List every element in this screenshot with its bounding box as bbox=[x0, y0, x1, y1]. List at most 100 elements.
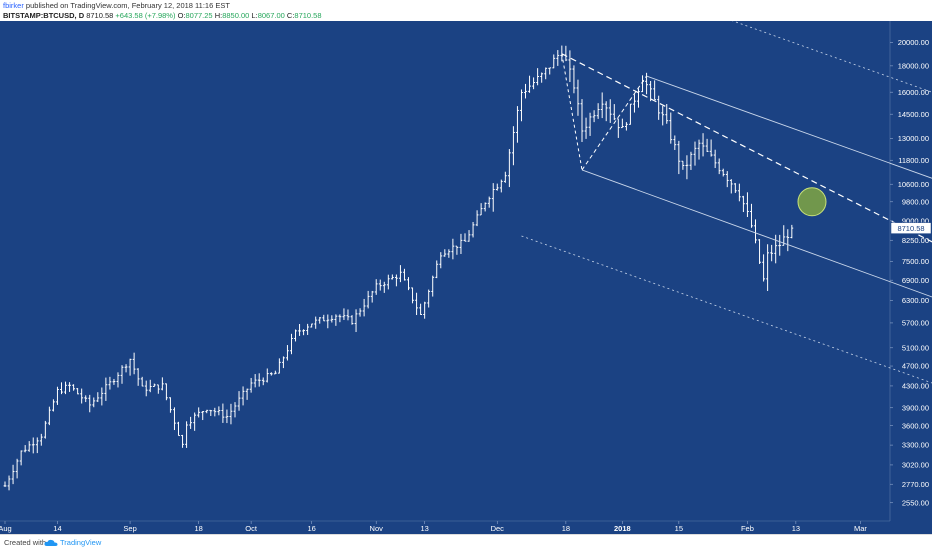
open-label: O: bbox=[177, 11, 186, 20]
ohlc-bar bbox=[503, 171, 507, 183]
ohlc-bar bbox=[701, 133, 705, 157]
ohlc-bar bbox=[790, 224, 794, 239]
ohlc-bar bbox=[346, 309, 350, 321]
time-ticks: Aug 14 Sep 18 Oct 16 Nov 13 Dec 18 2018 15 Feb 13 Mar bbox=[0, 521, 867, 533]
ohlc-bar bbox=[705, 138, 709, 152]
time-tick-label: 14 bbox=[53, 524, 61, 533]
ohlc-bar bbox=[669, 112, 673, 144]
ohlc-bar bbox=[342, 308, 346, 321]
ohlc-bar bbox=[152, 383, 156, 387]
ohlc-bar bbox=[697, 139, 701, 160]
ohlc-bar bbox=[273, 370, 277, 375]
ohlc-bar bbox=[467, 230, 471, 242]
tradingview-brand[interactable]: TradingView bbox=[60, 538, 102, 547]
ohlc-bar bbox=[302, 329, 305, 336]
ohlc-bar bbox=[104, 377, 108, 401]
time-tick-label: 13 bbox=[792, 524, 800, 533]
ohlc-bar bbox=[435, 260, 439, 279]
price-tick-label: 11800.00 bbox=[898, 156, 929, 165]
ohlc-bar bbox=[709, 139, 713, 157]
ohlc-bar bbox=[520, 89, 523, 122]
ohlc-bar bbox=[604, 101, 608, 122]
ohlc-bar bbox=[491, 183, 495, 212]
ohlc-bar bbox=[431, 275, 435, 297]
ohlc-bar bbox=[27, 441, 31, 452]
chart-area[interactable]: 20000.00 18000.00 16000.00 14500.00 13000.00… bbox=[0, 21, 932, 534]
symbol-label[interactable]: BITSTAMP:BTCUSD, D bbox=[3, 11, 85, 20]
circle-annotation[interactable] bbox=[797, 187, 827, 217]
ohlc-bar bbox=[52, 399, 55, 412]
ohlc-bar bbox=[725, 171, 729, 188]
time-tick-label: Nov bbox=[370, 524, 384, 533]
ohlc-bar bbox=[362, 298, 366, 317]
ohlc-bar bbox=[443, 249, 447, 257]
ohlc-bar bbox=[475, 210, 479, 227]
time-tick-label: 15 bbox=[675, 524, 683, 533]
ohlc-bar bbox=[261, 377, 265, 386]
ohlc-bar bbox=[568, 50, 572, 83]
price-axis[interactable] bbox=[890, 21, 932, 521]
ohlc-bar bbox=[265, 368, 269, 383]
ohlc-bar bbox=[3, 481, 7, 487]
ohlc-bar bbox=[637, 88, 640, 108]
ohlc-bar bbox=[677, 140, 681, 175]
ohlc-bar bbox=[742, 195, 745, 213]
ohlc-bar bbox=[750, 203, 753, 228]
ohlc-bar bbox=[76, 388, 80, 395]
ohlc-bar bbox=[88, 394, 92, 413]
low-label: L: bbox=[251, 11, 258, 20]
ohlc-bar bbox=[136, 368, 140, 386]
close-value: 8710.58 bbox=[294, 11, 322, 20]
ohlc-bar bbox=[221, 403, 225, 423]
time-axis[interactable] bbox=[0, 521, 932, 534]
ohlc-bar bbox=[499, 179, 503, 193]
ohlc-bar bbox=[108, 376, 112, 390]
ohlc-bar bbox=[249, 377, 253, 393]
ohlc-bar bbox=[7, 475, 11, 491]
time-tick-label: Mar bbox=[854, 524, 867, 533]
author-link[interactable]: fbirker bbox=[3, 1, 24, 10]
ohlc-bar bbox=[60, 382, 63, 395]
price-tick-label: 3300.00 bbox=[902, 441, 929, 450]
price-tick-label: 9000.00 bbox=[902, 216, 929, 225]
plot-background[interactable] bbox=[0, 21, 890, 521]
price-chart[interactable]: 20000.00 18000.00 16000.00 14500.00 13000.00… bbox=[0, 21, 932, 534]
ohlc-bar bbox=[72, 384, 75, 391]
ohlc-bar bbox=[427, 289, 431, 308]
ohlc-bar bbox=[306, 323, 310, 335]
ohlc-bar bbox=[112, 378, 116, 385]
ohlc-bar bbox=[693, 141, 697, 166]
ohlc-bar bbox=[209, 409, 213, 416]
ohlc-bar bbox=[318, 317, 322, 324]
ohlc-bar bbox=[233, 402, 237, 418]
ohlc-bar bbox=[665, 104, 669, 124]
ohlc-bar bbox=[770, 244, 774, 262]
trend-channel[interactable] bbox=[521, 21, 932, 385]
price-tick-label: 4300.00 bbox=[902, 382, 929, 391]
price-tick-label: 9800.00 bbox=[902, 197, 929, 206]
ohlc-bar bbox=[713, 149, 717, 169]
price-tick-label: 5700.00 bbox=[902, 319, 929, 328]
ohlc-bar bbox=[487, 196, 491, 208]
ohlc-bar bbox=[269, 372, 273, 376]
ohlc-bar bbox=[160, 377, 164, 391]
ohlc-bar bbox=[370, 290, 374, 303]
ohlc-bar bbox=[548, 67, 552, 75]
ohlc-bar bbox=[68, 382, 71, 392]
change-value: +643.58 (+7.98%) bbox=[115, 11, 176, 20]
ohlc-bar bbox=[80, 388, 84, 404]
time-tick-label: Sep bbox=[123, 524, 136, 533]
ohlc-bar bbox=[544, 67, 548, 80]
ohlc-bar bbox=[286, 345, 289, 361]
ohlc-bar bbox=[169, 397, 172, 413]
ohlc-bar bbox=[447, 249, 451, 258]
ohlc-bar bbox=[774, 234, 778, 264]
ohlc-bar bbox=[483, 202, 487, 212]
price-tick-label: 2550.00 bbox=[902, 498, 929, 507]
ohlc-bar bbox=[552, 54, 556, 69]
price-tick-label: 7500.00 bbox=[902, 257, 929, 266]
ohlc-bar bbox=[338, 314, 342, 323]
ohlc-bar bbox=[100, 387, 104, 406]
ohlc-bar bbox=[189, 416, 193, 429]
ohlc-bar bbox=[245, 388, 249, 400]
